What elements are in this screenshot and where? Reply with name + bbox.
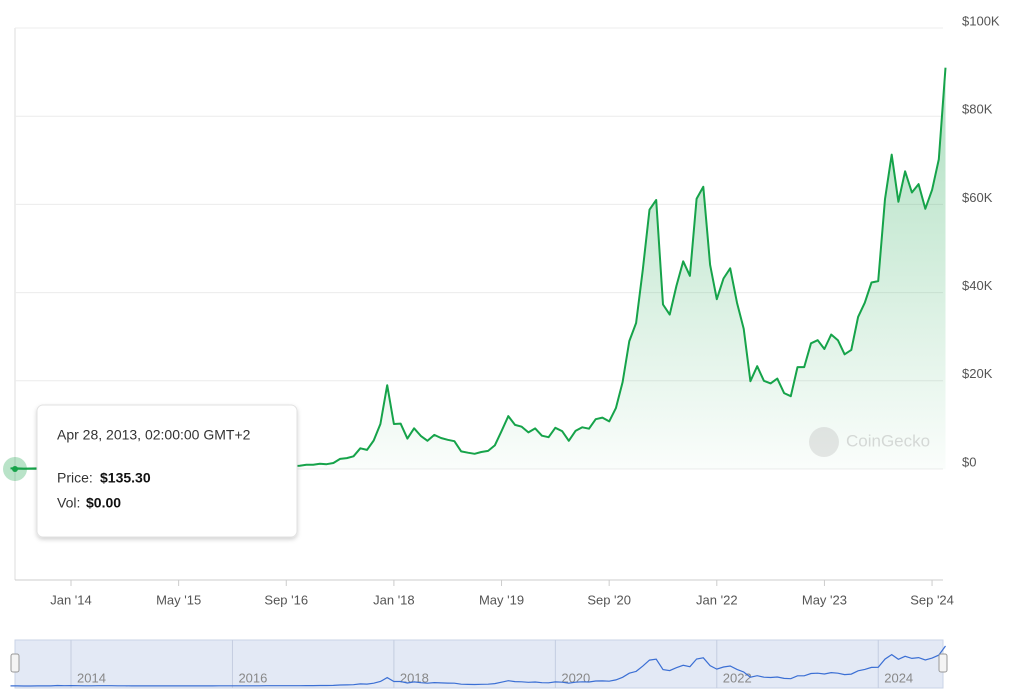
x-tick-label: Sep '20	[587, 592, 631, 607]
y-tick-label: $20K	[962, 366, 993, 381]
navigator-handle[interactable]	[938, 653, 948, 673]
navigator-plot: 2014 2016 2018 2020 2022 2024	[10, 640, 946, 688]
area	[10, 67, 946, 469]
navigator-handle[interactable]	[10, 653, 20, 673]
x-tick-label: Sep '24	[910, 592, 954, 607]
y-tick-label: $60K	[962, 190, 993, 205]
navigator-tick-label: 2018	[400, 670, 429, 685]
navigator-tick-label: 2022	[723, 670, 752, 685]
tooltip-vol: $0.00	[86, 495, 121, 511]
x-tick-label: Jan '22	[696, 592, 738, 607]
y-tick-label: $0	[962, 454, 976, 469]
navigator[interactable]	[14, 639, 944, 689]
watermark-text: CoinGecko	[846, 431, 930, 450]
navigator-tick-label: 2024	[884, 670, 913, 685]
x-tick-label: May '15	[156, 592, 201, 607]
tooltip-price-label: Price:	[57, 470, 93, 486]
navigator-tick-label: 2014	[77, 670, 106, 685]
y-tick-label: $80K	[962, 102, 993, 117]
tooltip-date: Apr 28, 2013, 02:00:00 GMT+2	[57, 427, 251, 443]
hover-point	[12, 466, 18, 472]
x-tick-label: Sep '16	[264, 592, 308, 607]
y-tick-label: $40K	[962, 278, 993, 293]
x-tick-label: Jan '18	[373, 592, 415, 607]
x-tick-label: Jan '14	[50, 592, 92, 607]
navigator-tick-label: 2016	[238, 670, 267, 685]
tooltip-vol-label: Vol:	[57, 495, 80, 511]
tooltip: Apr 28, 2013, 02:00:00 GMT+2 Price: $135…	[3, 404, 298, 538]
x-tick-label: May '19	[479, 592, 524, 607]
watermark: CoinGecko	[809, 427, 930, 457]
navigator-line	[10, 645, 946, 687]
x-tick-label: May '23	[802, 592, 847, 607]
y-tick-label: $100K	[962, 13, 1000, 28]
tooltip-price: $135.30	[100, 470, 151, 486]
grid: $0 $20K $40K $60K $80K $100K Jan '14 May '15 Sep…	[15, 13, 1000, 607]
